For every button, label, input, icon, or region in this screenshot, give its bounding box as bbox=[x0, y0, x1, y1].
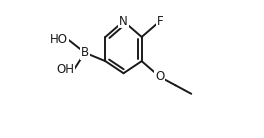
Text: OH: OH bbox=[56, 63, 74, 76]
Text: O: O bbox=[155, 70, 164, 83]
Text: B: B bbox=[81, 46, 89, 59]
Text: N: N bbox=[119, 15, 128, 28]
Text: F: F bbox=[157, 15, 163, 28]
Text: HO: HO bbox=[50, 33, 68, 46]
